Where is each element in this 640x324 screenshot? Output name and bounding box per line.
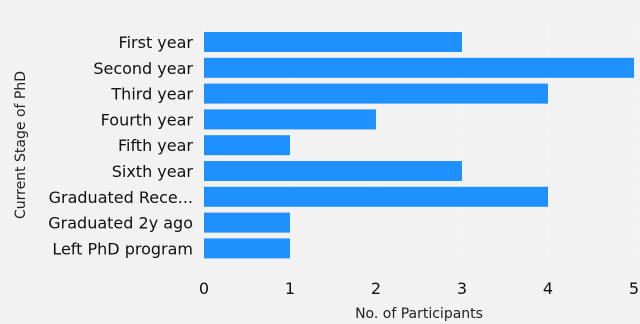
bar xyxy=(204,238,290,259)
category-label: Fifth year xyxy=(118,136,193,155)
category-label: Second year xyxy=(93,59,193,78)
category-label: Graduated 2y ago xyxy=(48,214,193,233)
category-label: Fourth year xyxy=(101,110,194,129)
category-label: Sixth year xyxy=(112,162,194,181)
x-tick-label: 4 xyxy=(543,279,553,298)
x-tick-label: 3 xyxy=(457,279,467,298)
category-labels: First year Second year Third year Fourth ye… xyxy=(48,33,193,258)
bar xyxy=(204,186,548,207)
bar xyxy=(204,57,634,78)
category-label: Third year xyxy=(110,85,193,104)
x-tick-label: 0 xyxy=(199,279,209,298)
y-axis-title: Current Stage of PhD xyxy=(13,71,29,219)
category-label: First year xyxy=(119,33,194,52)
bar xyxy=(204,161,462,181)
bar xyxy=(204,83,548,104)
category-label: Left PhD program xyxy=(52,239,193,258)
x-tick-label: 1 xyxy=(285,279,295,298)
category-label: Graduated Rece... xyxy=(49,188,193,207)
x-tick-labels: 0 1 2 3 4 5 xyxy=(199,279,639,298)
bar xyxy=(204,109,376,130)
bar xyxy=(204,212,290,233)
bar xyxy=(204,32,462,52)
x-tick-label: 2 xyxy=(371,279,381,298)
x-tick-label: 5 xyxy=(629,279,639,298)
x-axis-title: No. of Participants xyxy=(355,306,483,322)
bars xyxy=(204,32,634,259)
bar xyxy=(204,135,290,156)
